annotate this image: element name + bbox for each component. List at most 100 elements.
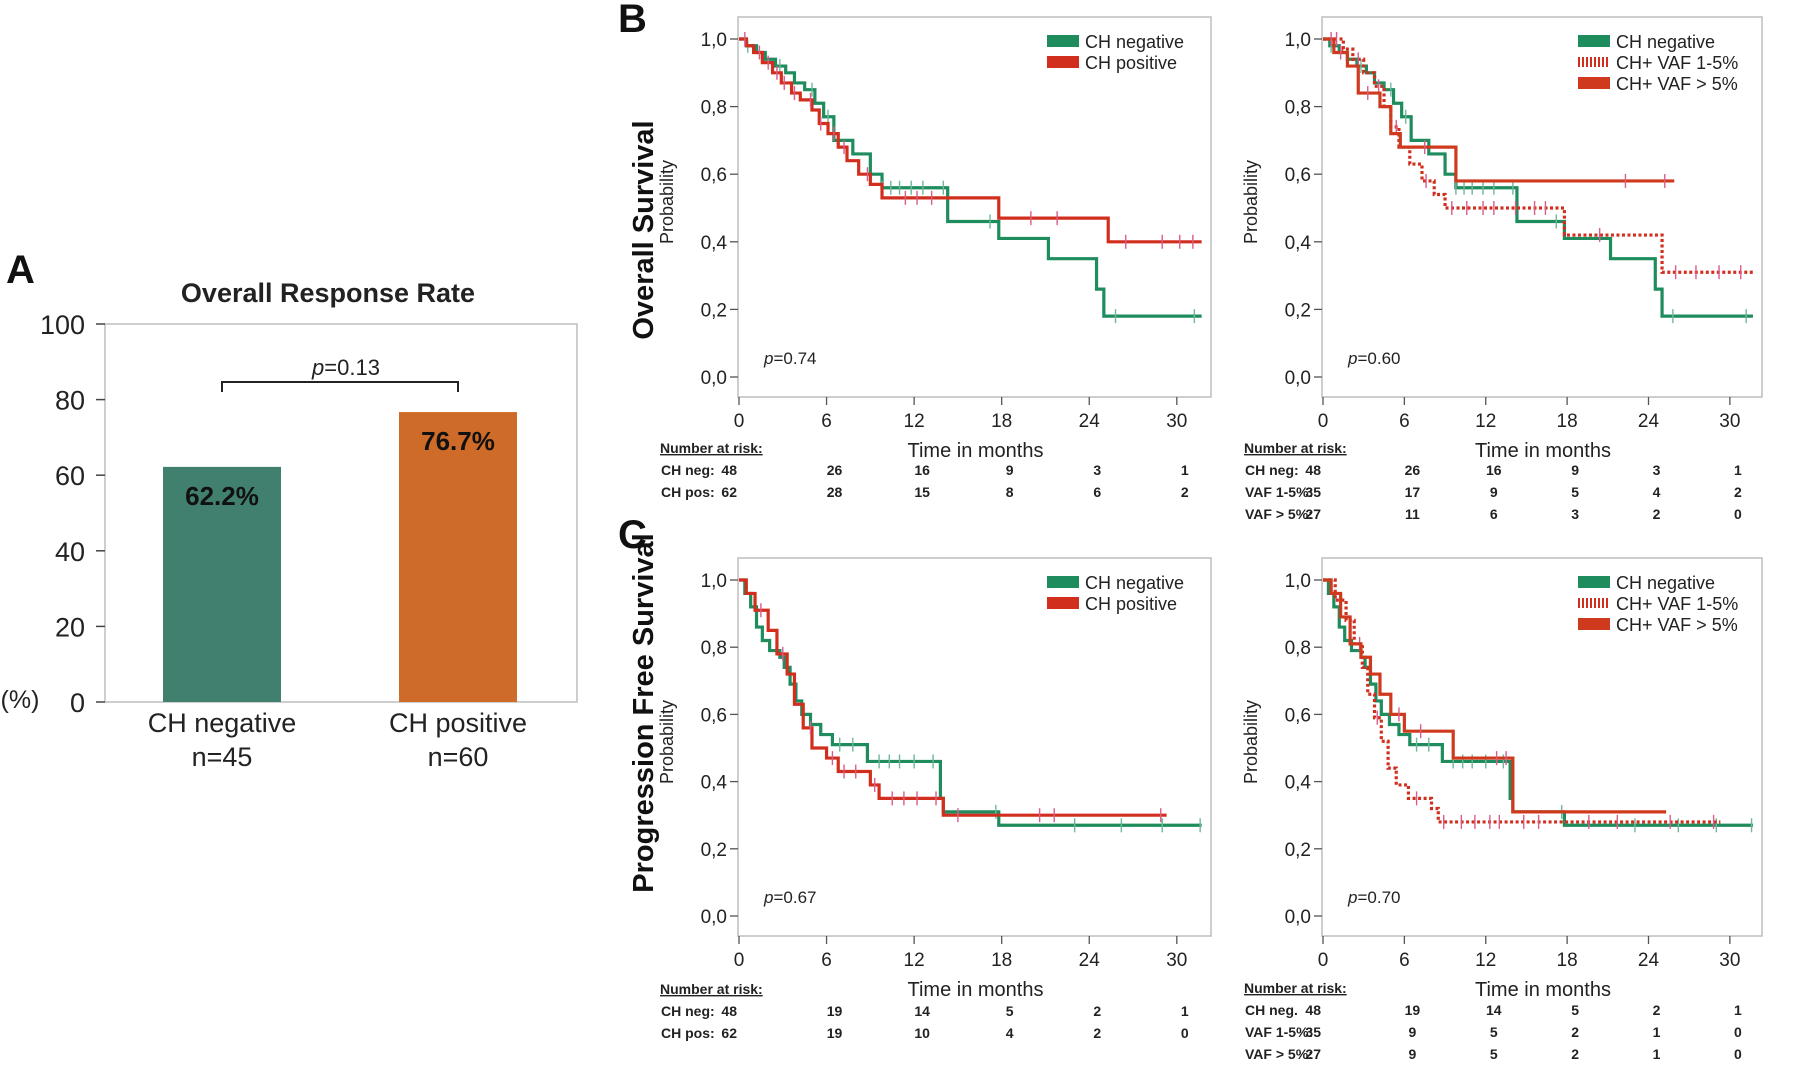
y-tick-label: 0,6 [701,705,727,726]
legend-label: CH positive [1085,594,1177,614]
x-tick-label: 30 [1166,411,1187,432]
p-symbol: p [1347,888,1357,907]
category-label: CH negative [148,708,297,738]
y-tick-label: 40 [55,537,85,567]
risk-count: 5 [1490,1024,1498,1040]
legend-swatch [1578,576,1610,588]
legend-swatch [1047,597,1079,609]
risk-count: 16 [914,462,930,478]
x-tick-label: 24 [1638,950,1660,971]
x-tick-label: 12 [904,950,925,971]
y-tick-label: 20 [55,612,85,642]
legend-swatch [1578,35,1610,47]
risk-count: 28 [827,484,843,500]
risk-count: 2 [1734,484,1742,500]
legend-label: CH+ VAF > 5% [1616,615,1738,635]
risk-count: 1 [1653,1046,1661,1062]
significance-bracket: p=0.13 [221,355,459,392]
p-value: =0.70 [1357,888,1400,907]
y-tick-label: 0,0 [1285,368,1311,389]
km-series-2 [1323,32,1675,188]
plot-frame [737,16,1212,398]
y-tick-label: 0,8 [1285,638,1311,659]
x-tick-label: 12 [904,411,925,432]
plot-frame [737,557,1212,937]
risk-count: 2 [1653,1002,1661,1018]
p-value-label: p=0.60 [1347,349,1400,368]
p-value-label: p=0.70 [1347,888,1400,907]
legend-label: CH+ VAF 1-5% [1616,594,1738,614]
risk-count: 16 [1486,462,1502,478]
y-tick-label: 0,6 [1285,705,1311,726]
y-tick-label: 100 [40,310,85,340]
risk-count: 1 [1734,462,1742,478]
risk-count: 62 [721,484,737,500]
risk-count: 0 [1181,1025,1189,1041]
risk-row-label: CH neg: [661,462,715,478]
risk-count: 0 [1734,1024,1742,1040]
panel-label-b: B [618,0,647,41]
bars: 62.2% CH negative n=45 76.7% CH positive n=60 [148,412,527,772]
y-tick-label: 0,4 [701,773,728,794]
y-tick-label: 0 [70,688,85,718]
risk-count: 48 [721,462,737,478]
risk-count: 19 [1405,1002,1421,1018]
risk-count: 4 [1006,1025,1014,1041]
risk-row-label: CH pos: [661,484,715,500]
risk-table-header: Number at risk: [660,440,763,456]
y-tick-label: 80 [55,386,85,416]
y-tick-label: 60 [55,461,85,491]
legend-label: CH+ VAF 1-5% [1616,53,1738,73]
y-axis-label: Probability [1241,700,1261,784]
x-tick-label: 0 [734,950,745,971]
risk-row-label: VAF > 5%: [1245,506,1313,522]
x-axis-label: Time in months [908,979,1044,1001]
x-tick-label: 18 [991,411,1012,432]
x-tick-label: 18 [1557,411,1578,432]
row-title-progression-free-survival: Progression Free Survival [628,533,660,892]
risk-count: 15 [914,484,930,500]
risk-count: 8 [1006,484,1014,500]
risk-count: 26 [827,462,843,478]
x-axis-label: Time in months [1475,979,1611,1001]
risk-count: 48 [1305,1002,1321,1018]
risk-count: 2 [1571,1024,1579,1040]
panel-label-c: C [618,513,647,557]
bar-y-axis: 0 20 40 60 80 100 [40,310,105,718]
x-tick-label: 6 [821,411,832,432]
x-tick-label: 30 [1719,950,1740,971]
bar-chart-overall-response: Overall Response Rate 0 20 40 60 80 100 (%) 6… [1,278,578,772]
y-tick-label: 0,2 [701,300,727,321]
risk-count: 14 [914,1003,930,1019]
y-tick-label: 0,2 [1285,840,1311,861]
risk-count: 2 [1093,1025,1101,1041]
risk-row-label: CH neg. [1245,1002,1298,1018]
survival-curve [1323,578,1753,827]
legend-swatch [1047,56,1079,68]
risk-row-label: CH pos: [661,1025,715,1041]
risk-count: 9 [1408,1024,1416,1040]
x-tick-label: 18 [1557,950,1578,971]
risk-count: 3 [1653,462,1661,478]
km-series-1 [1323,32,1753,280]
y-tick-label: 0,4 [1285,773,1312,794]
y-tick-label: 0,2 [1285,300,1311,321]
risk-table-header: Number at risk: [1244,440,1347,456]
x-tick-label: 12 [1475,411,1496,432]
bracket-p-value: p=0.13 [311,355,380,380]
legend-label: CH+ VAF > 5% [1616,74,1738,94]
p-symbol: p [1347,349,1357,368]
risk-row-label: CH neg: [661,1003,715,1019]
risk-row-label: VAF > 5%: [1245,1046,1313,1062]
survival-curve [739,578,1202,827]
y-tick-label: 0,8 [701,638,727,659]
risk-count: 3 [1571,506,1579,522]
p-value: =0.74 [773,349,816,368]
risk-count: 26 [1405,462,1421,478]
legend-label: CH negative [1616,573,1715,593]
p-value: =0.67 [773,888,816,907]
p-symbol: p [763,349,773,368]
km-series-1 [739,578,1167,823]
